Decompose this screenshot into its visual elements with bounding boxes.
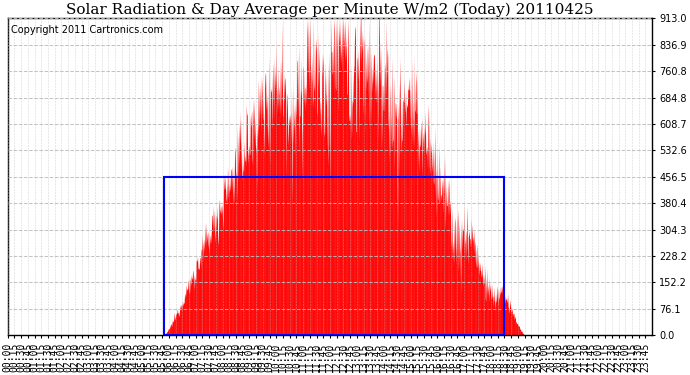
Bar [164,177,504,335]
Title: Solar Radiation & Day Average per Minute W/m2 (Today) 20110425: Solar Radiation & Day Average per Minute… [66,3,593,17]
Text: Copyright 2011 Cartronics.com: Copyright 2011 Cartronics.com [11,25,163,34]
